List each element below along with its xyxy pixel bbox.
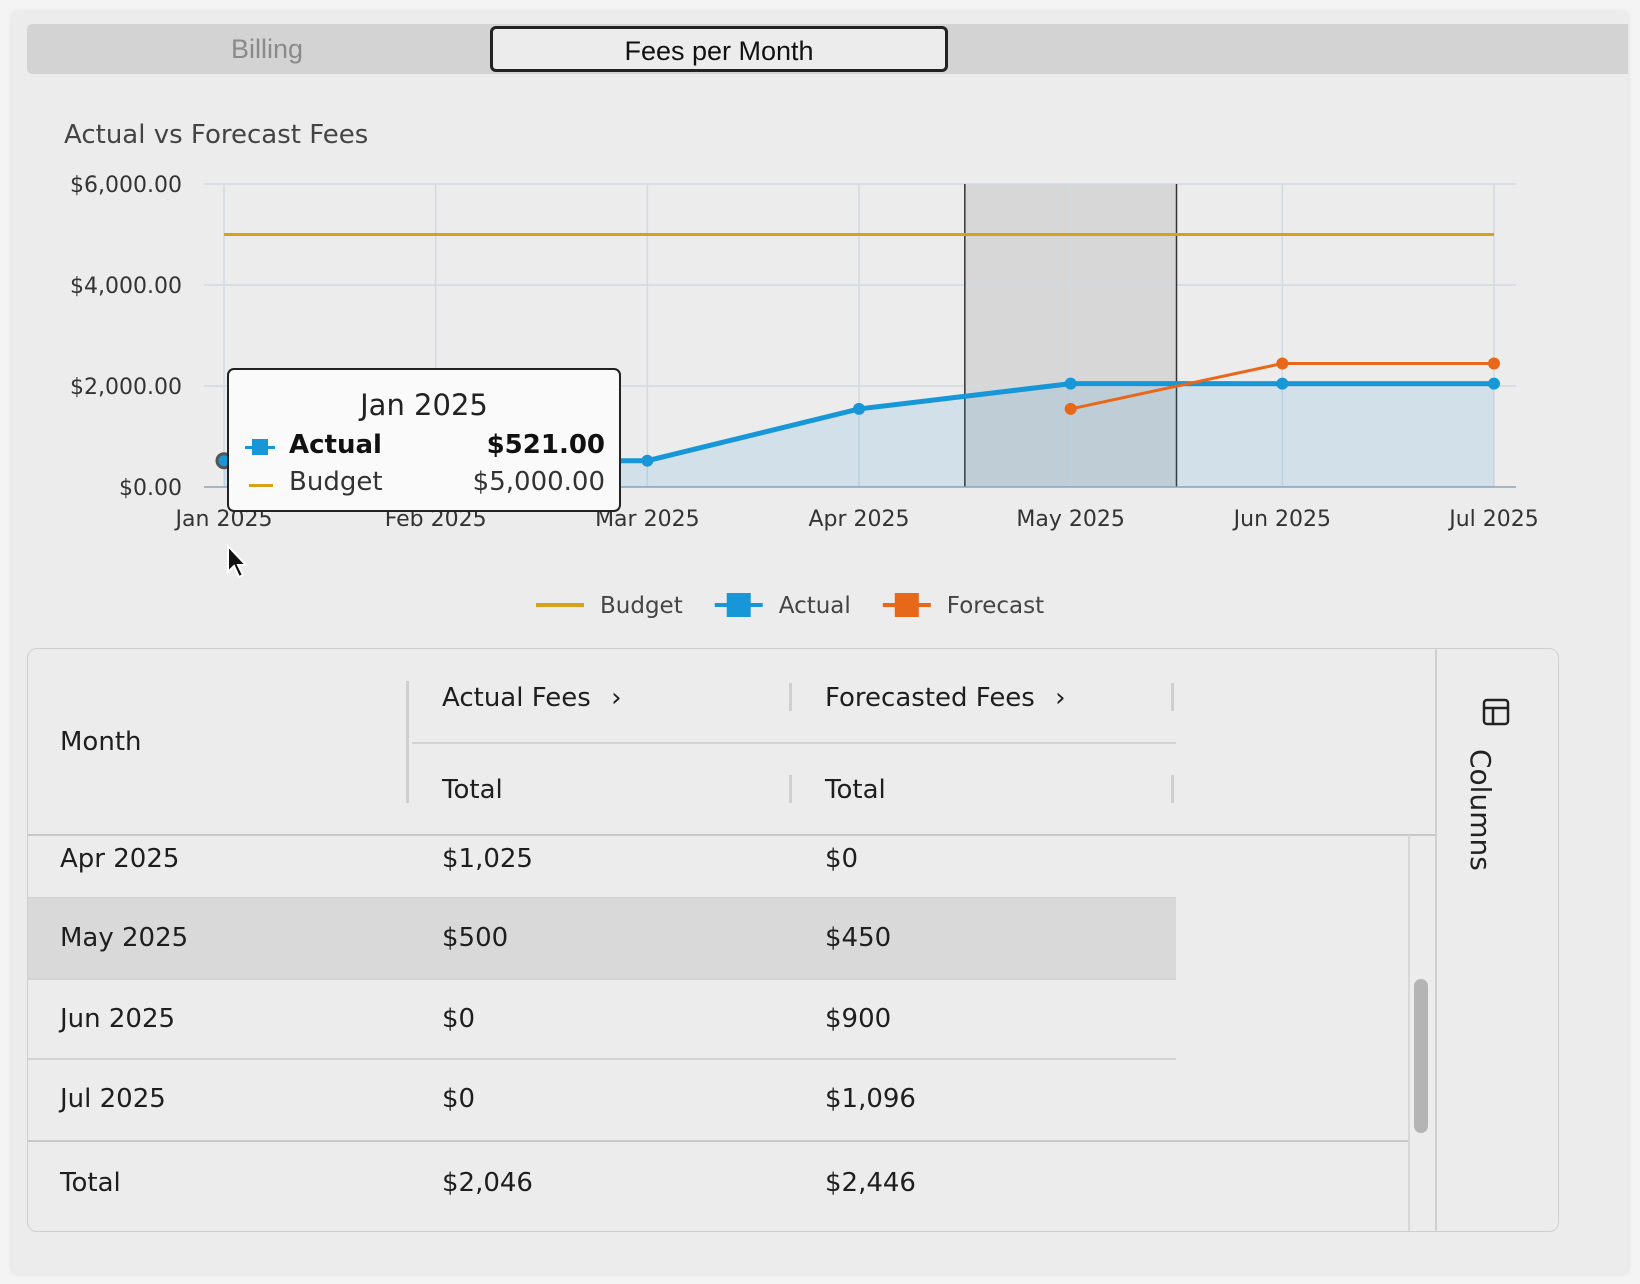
forecast-legend-marker xyxy=(894,593,919,617)
total-row-divider xyxy=(28,1140,1408,1142)
app-window: Billing Fees per Month Actual vs Forecas… xyxy=(12,12,1628,1274)
tooltip-actual-name: Actual xyxy=(289,430,382,460)
actual-swatch-icon xyxy=(245,438,275,458)
actual-point xyxy=(853,402,865,415)
tab-billing[interactable]: Billing xyxy=(230,34,304,64)
tooltip-row-actual: Actual $521.00 xyxy=(245,430,605,466)
table-row[interactable]: Jul 2025 $0 $1,096 xyxy=(28,1060,1176,1140)
y-tick-label: $0.00 xyxy=(119,476,182,501)
cell-month: May 2025 xyxy=(60,923,189,953)
cell-actual-total: $500 xyxy=(442,923,509,953)
forecast-point xyxy=(1276,357,1289,370)
cell-actual-total: $0 xyxy=(442,1084,476,1114)
header-bottom-border xyxy=(28,834,1435,836)
fees-data-grid: Month Actual Fees › Forecasted Fees › To… xyxy=(27,648,1559,1232)
row-divider xyxy=(28,978,1176,980)
actual-point xyxy=(1064,377,1077,390)
chart-title: Actual vs Forecast Fees xyxy=(64,120,368,150)
columns-icon[interactable] xyxy=(1481,697,1511,727)
actual-legend-label: Actual xyxy=(779,593,851,619)
tooltip-budget-name: Budget xyxy=(289,467,383,497)
header-forecast-total[interactable]: Total xyxy=(825,775,886,805)
tooltip-actual-value: $521.00 xyxy=(486,430,605,460)
cell-forecast-total: $900 xyxy=(825,1004,892,1034)
y-tick-label: $6,000.00 xyxy=(70,173,182,198)
cell-month: Apr 2025 xyxy=(60,844,180,874)
y-tick-label: $4,000.00 xyxy=(70,274,182,299)
chevron-right-icon[interactable]: › xyxy=(1055,683,1066,713)
actual-legend-marker xyxy=(726,593,751,617)
header-actual-total[interactable]: Total xyxy=(442,775,503,805)
total-row: Total $2,046 $2,446 xyxy=(28,1142,1176,1231)
actual-point xyxy=(1276,377,1289,390)
column-separator[interactable] xyxy=(1171,683,1174,711)
tooltip-budget-value: $5,000.00 xyxy=(472,467,605,497)
fees-chart: Actual vs Forecast Fees $0.00 $2,000.00 $4,… xyxy=(12,92,1628,652)
cell-forecast-total: $0 xyxy=(825,844,859,874)
mouse-pointer-icon xyxy=(227,544,249,579)
header-forecasted-fees-group[interactable]: Forecasted Fees › xyxy=(825,683,1066,713)
row-divider xyxy=(28,897,1176,899)
tab-bar: Billing Fees per Month xyxy=(27,24,1628,74)
table-row-selected[interactable]: May 2025 $500 $450 xyxy=(28,899,1176,979)
chevron-right-icon[interactable]: › xyxy=(611,683,622,713)
cell-forecast-total: $450 xyxy=(825,923,892,953)
x-tick-label: May 2025 xyxy=(1016,507,1124,532)
forecast-legend-label: Forecast xyxy=(947,593,1044,619)
columns-panel-label[interactable]: Columns xyxy=(1464,749,1497,871)
columns-side-panel[interactable]: Columns xyxy=(1435,649,1558,1231)
x-tick-label: Jul 2025 xyxy=(1447,507,1539,532)
cell-total-actual: $2,046 xyxy=(442,1168,533,1198)
cell-forecast-total: $1,096 xyxy=(825,1084,916,1114)
tab-fees-per-month[interactable]: Fees per Month xyxy=(490,26,948,72)
cell-month: Jul 2025 xyxy=(60,1084,166,1114)
x-tick-label: Jun 2025 xyxy=(1232,507,1331,532)
column-separator[interactable] xyxy=(789,775,792,803)
forecast-point xyxy=(1488,357,1500,370)
vertical-scrollbar[interactable] xyxy=(1408,835,1436,1231)
cell-actual-total: $0 xyxy=(442,1004,476,1034)
cell-month: Jun 2025 xyxy=(60,1004,176,1034)
cell-total-label: Total xyxy=(60,1168,121,1198)
header-actual-fees-group[interactable]: Actual Fees › xyxy=(442,683,621,713)
actual-point xyxy=(1488,377,1500,390)
forecast-point xyxy=(1064,402,1077,415)
column-separator[interactable] xyxy=(1171,775,1174,803)
column-separator[interactable] xyxy=(789,683,792,711)
header-forecasted-fees-label: Forecasted Fees xyxy=(825,683,1035,713)
row-divider xyxy=(28,1058,1176,1060)
actual-point xyxy=(641,454,654,467)
budget-swatch-icon xyxy=(249,484,273,487)
table-row[interactable]: Jun 2025 $0 $900 xyxy=(28,980,1176,1060)
chart-tooltip: Jan 2025 Actual $521.00 Budget $5,000.00 xyxy=(227,368,621,512)
cell-actual-total: $1,025 xyxy=(442,844,533,874)
tooltip-title: Jan 2025 xyxy=(360,388,488,422)
header-month[interactable]: Month xyxy=(60,727,142,757)
header-group-divider xyxy=(412,742,1176,744)
budget-legend-label: Budget xyxy=(600,593,683,619)
tooltip-row-budget: Budget $5,000.00 xyxy=(245,467,605,503)
y-tick-label: $2,000.00 xyxy=(70,375,182,400)
table-row[interactable]: Apr 2025 $1,025 $0 xyxy=(28,836,1176,896)
header-actual-fees-label: Actual Fees xyxy=(442,683,591,713)
x-tick-label: Apr 2025 xyxy=(808,507,909,532)
scrollbar-thumb[interactable] xyxy=(1414,979,1428,1133)
cell-total-forecast: $2,446 xyxy=(825,1168,916,1198)
column-separator[interactable] xyxy=(406,681,409,803)
